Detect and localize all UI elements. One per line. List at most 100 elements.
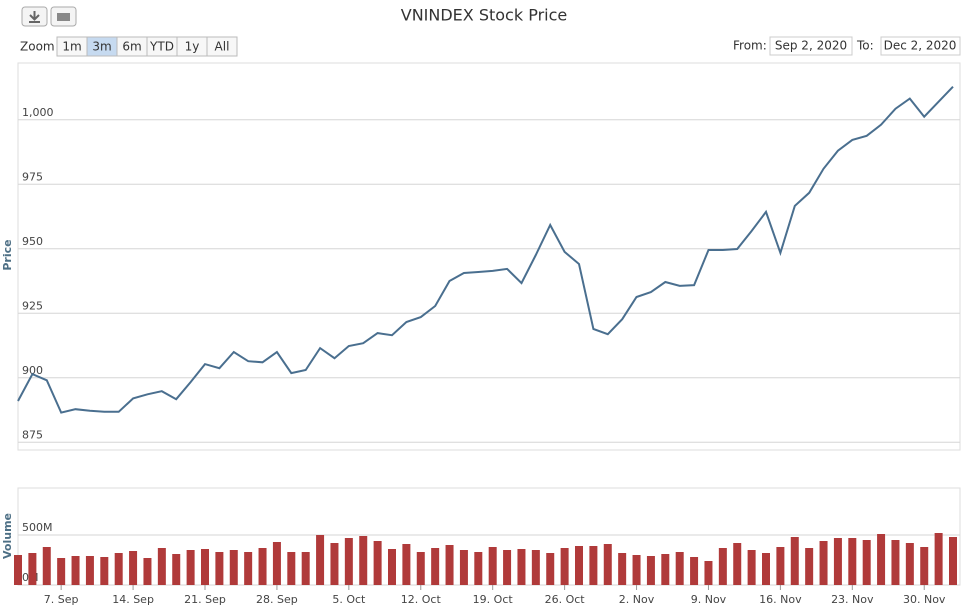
x-tick-label: 14. Sep — [112, 593, 154, 606]
download-icon — [29, 11, 40, 23]
zoom-button-label: 1m — [62, 40, 81, 54]
volume-bar — [661, 554, 670, 585]
volume-bar — [114, 553, 123, 585]
x-tick-label: 23. Nov — [831, 593, 874, 606]
x-tick-label: 12. Oct — [401, 593, 442, 606]
volume-bar — [143, 558, 152, 585]
volume-bar — [388, 549, 396, 585]
volume-bar — [517, 549, 526, 585]
from-input[interactable] — [769, 36, 853, 56]
volume-bar — [690, 557, 699, 585]
volume-bar — [603, 544, 612, 585]
y-tick-label: 925 — [22, 299, 43, 312]
from-value: Sep 2, 2020 — [775, 39, 847, 53]
volume-bar — [949, 537, 957, 585]
price-plot-frame — [17, 62, 961, 451]
volume-bar — [100, 557, 109, 585]
volume-bar — [934, 533, 943, 585]
volume-bar — [905, 543, 914, 585]
volume-bar — [575, 546, 583, 585]
x-tick-label: 30. Nov — [903, 593, 946, 606]
volume-bar — [244, 552, 253, 585]
volume-bar — [474, 552, 483, 585]
volume-bar — [57, 558, 66, 585]
volume-bar — [359, 536, 368, 585]
volume-bar — [344, 538, 353, 585]
zoom-button-label: YTD — [149, 40, 174, 54]
volume-bar — [445, 545, 454, 585]
volume-bar — [85, 556, 94, 585]
volume-bar — [805, 548, 814, 585]
volume-bar — [747, 550, 756, 585]
volume-bar — [862, 540, 871, 585]
zoom-button-label: 3m — [92, 40, 111, 54]
volume-bar — [891, 540, 900, 585]
zoom-button[interactable] — [206, 36, 238, 57]
volume-bar — [14, 555, 22, 585]
y-tick-label: 900 — [22, 364, 43, 377]
volume-bar — [819, 541, 828, 585]
volume-bar — [718, 548, 727, 585]
volume-bar — [157, 548, 166, 585]
y-tick-label: 1,000 — [22, 106, 54, 119]
volume-bar — [287, 552, 296, 585]
x-tick-label: 28. Sep — [256, 593, 298, 606]
x-tick-label: 9. Nov — [691, 593, 727, 606]
volume-bar — [258, 548, 267, 585]
y-tick-label: 500M — [22, 521, 53, 534]
volume-bar — [920, 547, 929, 585]
y-tick-label: 950 — [22, 235, 43, 248]
volume-bar — [488, 547, 497, 585]
volume-bar — [42, 547, 51, 585]
volume-bar — [416, 552, 425, 585]
x-tick-label: 19. Oct — [473, 593, 514, 606]
to-input[interactable] — [880, 36, 961, 56]
volume-bar — [877, 534, 886, 585]
volume-bar — [186, 550, 195, 585]
volume-bar — [402, 544, 411, 585]
volume-bar — [215, 552, 224, 585]
volume-bar — [503, 550, 512, 585]
x-tick-label: 5. Oct — [332, 593, 366, 606]
zoom-button-label: 6m — [122, 40, 141, 54]
volume-bar — [71, 556, 80, 585]
chart-title: VNINDEX Stock Price — [401, 6, 567, 25]
volume-bar — [316, 535, 325, 585]
from-label: From: — [733, 39, 767, 53]
volume-bar — [675, 552, 684, 585]
x-tick-label: 26. Oct — [545, 593, 586, 606]
price-line — [17, 86, 954, 414]
y-tick-label: 875 — [22, 428, 43, 441]
x-tick-label: 2. Nov — [619, 593, 655, 606]
volume-bar — [459, 550, 468, 585]
volume-bar — [560, 548, 569, 585]
volume-bar — [833, 538, 842, 585]
y-tick-label: 975 — [22, 170, 43, 183]
volume-bar — [301, 552, 310, 585]
zoom-button-label: All — [215, 40, 230, 54]
volume-bar — [618, 553, 627, 585]
y-axis-title: Price — [1, 239, 14, 270]
volume-bar — [373, 541, 382, 585]
volume-bar — [704, 561, 713, 585]
volume-bar — [201, 549, 209, 585]
volume-bar — [762, 553, 770, 585]
x-tick-label: 16. Nov — [759, 593, 802, 606]
volume-bar — [28, 553, 37, 585]
volume-bar — [531, 550, 540, 585]
volume-bar — [546, 553, 555, 585]
volume-bar — [776, 547, 785, 585]
print-icon — [57, 13, 70, 21]
volume-bar — [632, 555, 641, 585]
volume-bar — [272, 542, 281, 585]
volume-bar — [431, 548, 440, 585]
x-tick-label: 7. Sep — [44, 593, 79, 606]
volume-bar — [790, 537, 799, 585]
volume-bar — [330, 543, 339, 585]
x-tick-label: 21. Sep — [184, 593, 226, 606]
volume-bar — [733, 543, 742, 585]
y-axis-title: Volume — [1, 513, 14, 559]
volume-bar — [129, 551, 138, 585]
volume-bar — [646, 556, 655, 585]
